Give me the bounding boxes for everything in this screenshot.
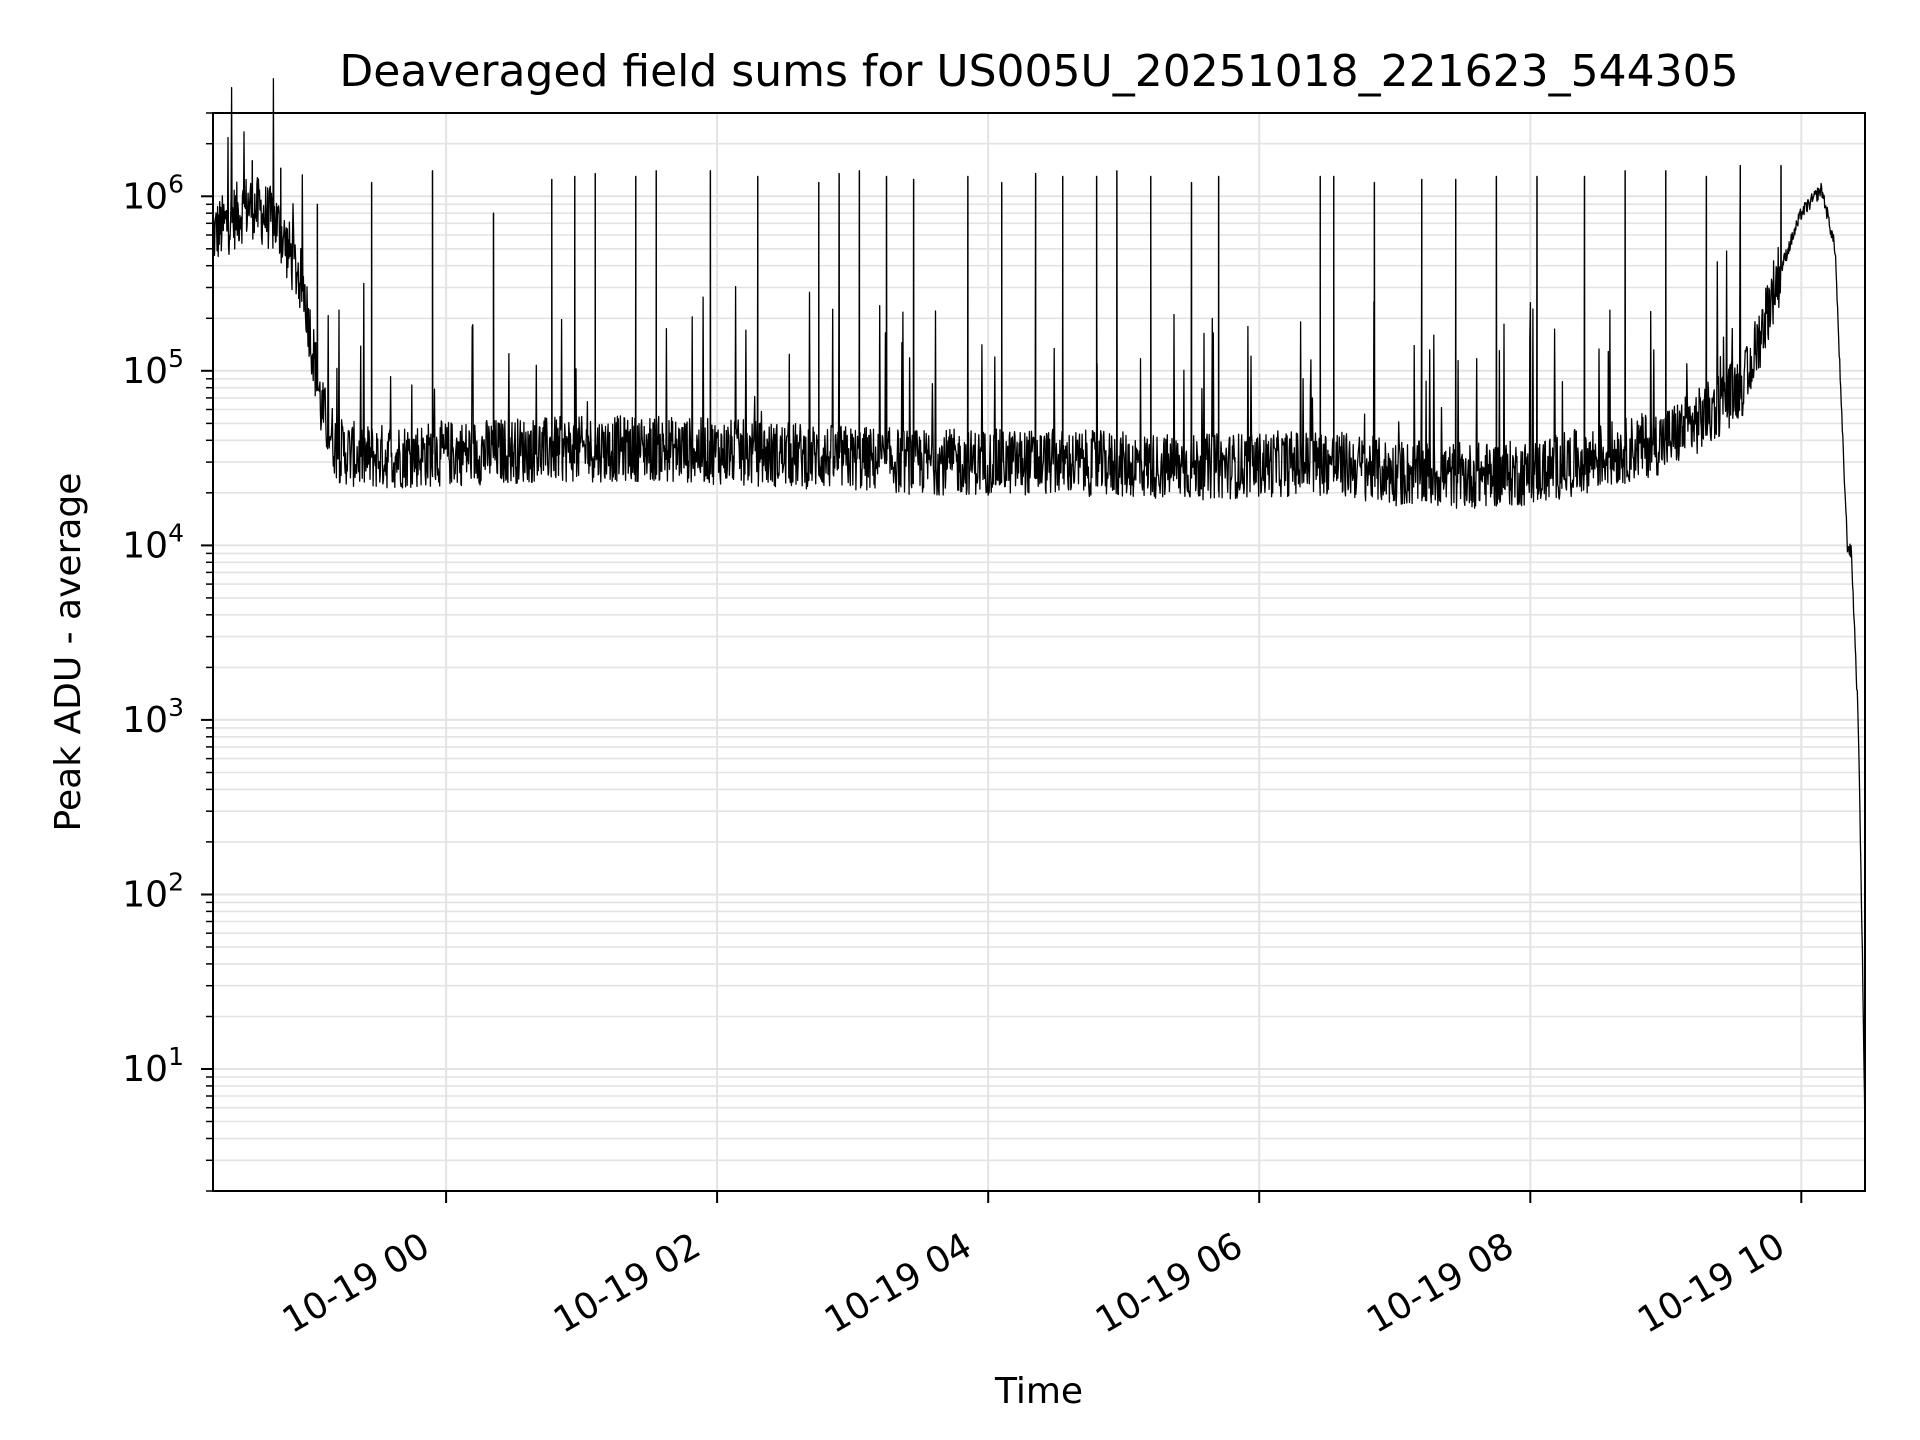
data-series <box>212 77 1866 1145</box>
y-tick-label-base: 10 <box>122 874 168 915</box>
y-tick-label: 106 <box>122 169 184 217</box>
y-tick-label-exponent: 5 <box>168 344 184 373</box>
y-tick-label-exponent: 4 <box>168 518 184 547</box>
y-axis-label: Peak ADU - average <box>48 473 89 832</box>
y-tick-label-exponent: 3 <box>168 693 184 722</box>
y-tick-label-base: 10 <box>122 351 168 392</box>
y-tick-label: 103 <box>122 693 184 741</box>
y-tick-label-base: 10 <box>122 525 168 566</box>
y-tick-label: 105 <box>122 344 184 392</box>
chart-title: Deaveraged field sums for US005U_2025101… <box>339 46 1738 97</box>
x-axis-label: Time <box>994 1371 1083 1412</box>
plot-frame <box>212 112 1866 1192</box>
y-tick-label-exponent: 6 <box>168 169 184 198</box>
series-line <box>212 77 1866 1145</box>
y-tick-label-base: 10 <box>122 176 168 217</box>
y-tick-label-exponent: 1 <box>168 1042 184 1071</box>
y-tick-label: 102 <box>122 867 184 915</box>
y-tick-label-base: 10 <box>122 700 168 741</box>
y-tick-label: 101 <box>122 1042 184 1090</box>
grid <box>213 112 1865 1192</box>
y-tick-label-exponent: 2 <box>168 867 184 896</box>
y-tick-label: 104 <box>122 518 184 566</box>
y-tick-label-base: 10 <box>122 1049 168 1090</box>
